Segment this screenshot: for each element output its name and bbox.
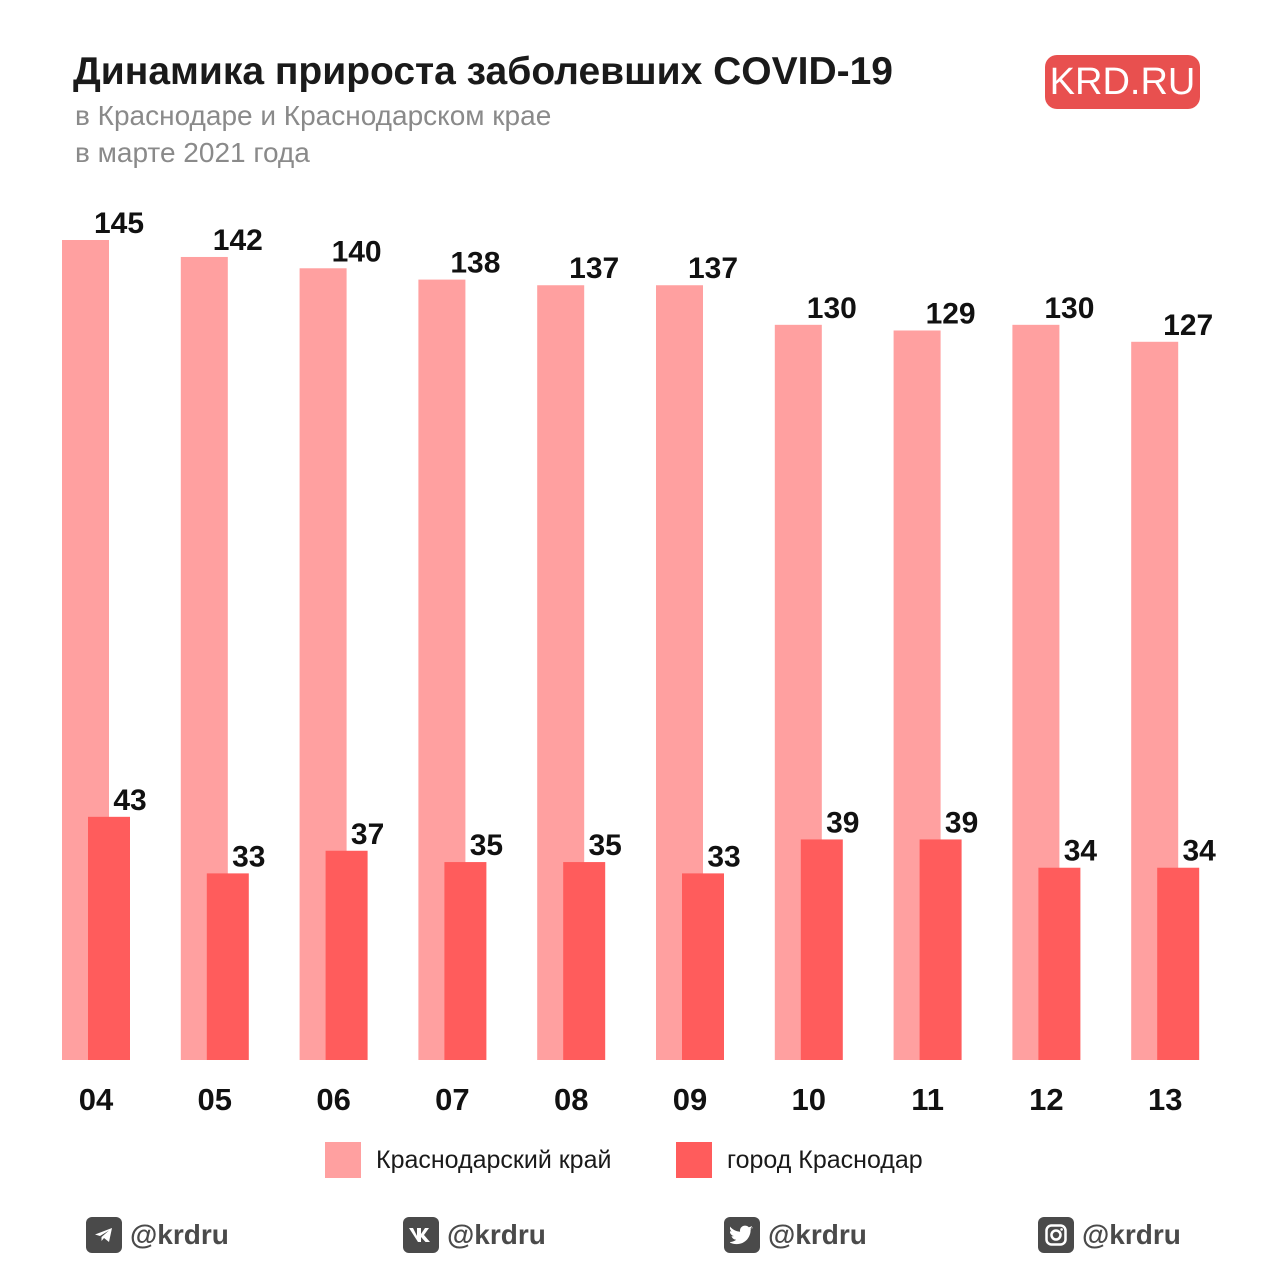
x-tick-label-08: 08 xyxy=(554,1082,588,1117)
social-twitter[interactable]: @krdru xyxy=(724,1217,867,1253)
vk-icon xyxy=(403,1217,439,1253)
x-tick-label-05: 05 xyxy=(198,1082,232,1117)
value-label-region-06: 140 xyxy=(332,235,382,268)
social-handle-twitter: @krdru xyxy=(768,1219,867,1250)
value-label-city-13: 34 xyxy=(1183,835,1217,868)
bar-city-06 xyxy=(325,850,368,1060)
x-tick-label-04: 04 xyxy=(79,1082,114,1117)
legend-item-city: город Краснодар xyxy=(676,1142,923,1178)
twitter-icon xyxy=(724,1217,760,1253)
chart-subtitle-line2: в марте 2021 года xyxy=(75,137,310,168)
value-label-city-05: 33 xyxy=(232,840,265,873)
x-tick-label-12: 12 xyxy=(1029,1082,1063,1117)
x-tick-label-06: 06 xyxy=(316,1082,350,1117)
legend-swatch-city xyxy=(676,1142,712,1178)
social-instagram[interactable]: @krdru xyxy=(1038,1217,1181,1253)
x-tick-label-10: 10 xyxy=(792,1082,826,1117)
x-tick-label-07: 07 xyxy=(435,1082,469,1117)
bar-city-07 xyxy=(444,862,487,1060)
bar-city-11 xyxy=(919,839,962,1060)
x-tick-label-11: 11 xyxy=(911,1082,944,1117)
bar-city-05 xyxy=(206,873,249,1060)
legend-item-region: Краснодарский край xyxy=(325,1142,611,1178)
bar-city-08 xyxy=(563,862,606,1060)
social-vk[interactable]: @krdru xyxy=(403,1217,546,1253)
value-label-city-06: 37 xyxy=(351,818,384,851)
chart-subtitle-line1: в Краснодаре и Краснодарском крае xyxy=(75,100,552,131)
chart-title: Динамика прироста заболевших COVID-19 xyxy=(73,50,893,93)
legend-swatch-region xyxy=(325,1142,361,1178)
bar-city-12 xyxy=(1038,867,1081,1060)
krd-logo: KRD.RU xyxy=(1045,55,1200,109)
value-label-city-12: 34 xyxy=(1064,835,1098,868)
social-handle-instagram: @krdru xyxy=(1082,1219,1181,1250)
value-label-city-09: 33 xyxy=(707,840,740,873)
telegram-icon xyxy=(86,1217,122,1253)
legend-label-region: Краснодарский край xyxy=(376,1145,612,1174)
social-handle-telegram: @krdru xyxy=(130,1219,229,1250)
value-label-region-12: 130 xyxy=(1044,292,1094,325)
value-label-city-08: 35 xyxy=(589,829,622,862)
value-label-region-04: 145 xyxy=(94,207,144,240)
bar-city-10 xyxy=(800,839,843,1060)
bar-city-09 xyxy=(682,873,724,1060)
value-label-region-11: 129 xyxy=(926,297,976,330)
instagram-icon xyxy=(1038,1217,1074,1253)
value-label-region-05: 142 xyxy=(213,224,263,257)
value-label-region-10: 130 xyxy=(807,292,857,325)
value-label-region-09: 137 xyxy=(688,252,738,285)
bar-chart: 145 43 04 142 33 05 140 37 06 138 35 07 137 35 08 137 33… xyxy=(62,207,1217,1117)
value-label-region-08: 137 xyxy=(569,252,619,285)
value-label-city-10: 39 xyxy=(826,806,859,839)
value-label-city-04: 43 xyxy=(113,784,146,817)
value-label-city-07: 35 xyxy=(470,829,503,862)
bar-city-13 xyxy=(1157,867,1200,1060)
social-telegram[interactable]: @krdru xyxy=(86,1217,229,1253)
value-label-region-13: 127 xyxy=(1163,309,1213,342)
legend-label-city: город Краснодар xyxy=(727,1145,923,1174)
bar-city-04 xyxy=(88,816,130,1060)
x-tick-label-13: 13 xyxy=(1148,1082,1182,1117)
social-handle-vk: @krdru xyxy=(447,1219,546,1250)
value-label-region-07: 138 xyxy=(450,247,500,280)
value-label-city-11: 39 xyxy=(945,806,978,839)
x-tick-label-09: 09 xyxy=(673,1082,707,1117)
